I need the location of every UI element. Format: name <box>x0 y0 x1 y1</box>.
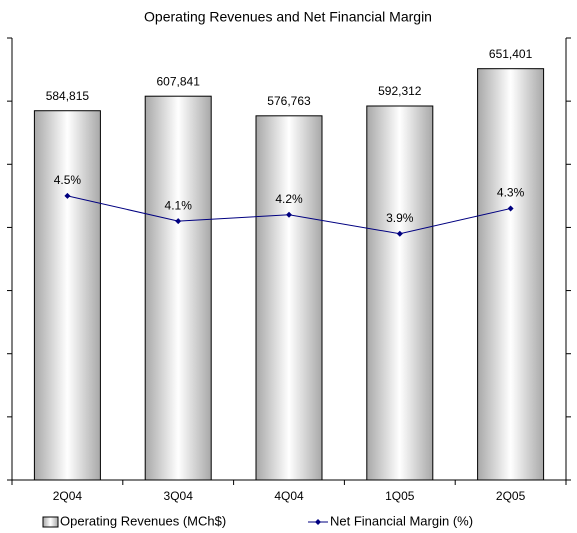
line-value-label: 4.2% <box>275 192 303 206</box>
chart-title: Operating Revenues and Net Financial Mar… <box>144 9 432 25</box>
line-value-label: 4.3% <box>497 186 525 200</box>
legend-swatch <box>42 516 59 528</box>
bar-value-label: 584,815 <box>46 89 90 103</box>
x-tick-label: 2Q05 <box>496 489 526 503</box>
bar <box>144 95 212 481</box>
line-marker <box>507 205 514 212</box>
bar <box>255 115 323 481</box>
legend-marker <box>315 519 321 525</box>
line-value-label: 3.9% <box>386 211 414 225</box>
bar-value-label: 651,401 <box>489 47 533 61</box>
line-value-label: 4.5% <box>54 173 82 187</box>
line-marker <box>64 192 71 199</box>
bar <box>477 68 545 481</box>
bar-value-label: 607,841 <box>157 74 201 88</box>
legend-label: Operating Revenues (MCh$) <box>60 513 226 528</box>
line-marker <box>396 230 403 237</box>
bar <box>33 110 101 481</box>
line-marker <box>175 218 182 225</box>
bar-value-label: 576,763 <box>267 94 311 108</box>
bar-value-label: 592,312 <box>378 84 422 98</box>
legend-label: Net Financial Margin (%) <box>330 513 473 528</box>
x-tick-label: 3Q04 <box>164 489 194 503</box>
line-marker <box>286 211 292 218</box>
x-tick-label: 2Q04 <box>53 489 83 503</box>
x-tick-label: 4Q04 <box>274 489 304 503</box>
x-tick-label: 1Q05 <box>385 489 415 503</box>
bar <box>366 105 434 481</box>
line-value-label: 4.1% <box>165 198 193 212</box>
